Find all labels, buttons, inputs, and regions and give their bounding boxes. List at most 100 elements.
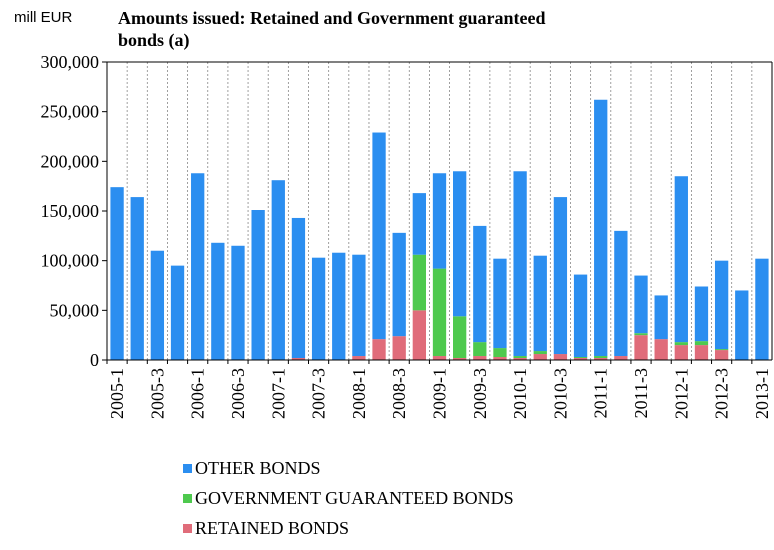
bar-segment: [654, 295, 668, 340]
bar-segment: [473, 342, 487, 357]
chart: 0 50,000 100,000 150,000 200,000 250,000 300,0…: [41, 52, 773, 419]
bar-segment: [714, 260, 729, 350]
bar-segment: [170, 265, 185, 360]
bar-segment: [614, 230, 628, 357]
bar-segment: [553, 354, 568, 360]
x-tick-label: 2006-1: [188, 368, 208, 419]
x-tick-label: 2009-1: [430, 368, 450, 419]
x-tick-label: 2011-1: [591, 368, 611, 418]
bar-segment: [412, 310, 426, 360]
bar-segment: [432, 173, 447, 269]
y-tick-label: 300,000: [41, 52, 100, 72]
bar-segment: [694, 345, 709, 360]
bar-segment: [714, 349, 729, 351]
bar-segment: [291, 358, 306, 360]
bar-segment: [594, 358, 608, 360]
bar-segment: [694, 286, 709, 342]
x-tick-label: 2013-1: [752, 368, 772, 419]
bar-segment: [694, 341, 709, 346]
bar-segment: [453, 171, 467, 317]
bar-segment: [473, 225, 487, 343]
bar-segment: [513, 356, 527, 359]
bar-segment: [573, 357, 588, 359]
bar-segment: [412, 254, 426, 311]
bar-segment: [211, 242, 225, 360]
legend-item: GOVERNMENT GUARANTEED BONDS: [183, 488, 514, 509]
bar-segment: [493, 258, 507, 349]
y-tick-label: 250,000: [41, 102, 100, 122]
bar-segment: [191, 173, 205, 360]
bar-segment: [432, 356, 447, 360]
bar-segment: [533, 351, 547, 355]
bar-segment: [453, 358, 467, 360]
chart-title: Amounts issued: Retained and Government …: [118, 8, 546, 50]
x-tick-label: 2006-3: [228, 368, 248, 419]
legend-swatch: [183, 464, 192, 473]
bar-segment: [573, 358, 588, 360]
x-tick-label: 2008-1: [349, 368, 369, 419]
bar-segment: [453, 316, 467, 359]
legend-item: RETAINED BONDS: [183, 518, 349, 539]
bar-segment: [634, 335, 648, 360]
bar-segment: [493, 348, 507, 358]
bar-segment: [634, 275, 648, 334]
bar-segment: [755, 258, 769, 360]
bar-segment: [130, 197, 144, 360]
bar-segment: [493, 357, 507, 360]
bar-segment: [533, 255, 547, 352]
y-tick-label: 200,000: [41, 151, 100, 171]
bar-segment: [674, 345, 688, 360]
bar-segment: [473, 356, 487, 360]
x-tick-label: 2012-3: [712, 368, 732, 419]
legend-label: GOVERNMENT GUARANTEED BONDS: [195, 488, 514, 508]
x-tick-label: 2008-3: [389, 368, 409, 419]
bar-segment: [110, 187, 124, 360]
bar-segment: [392, 336, 406, 360]
bar-segment: [654, 339, 668, 360]
bar-segment: [714, 350, 729, 360]
bar-segment: [573, 274, 588, 358]
bar-segment: [735, 290, 749, 360]
bar-segment: [291, 217, 306, 359]
y-tick-label: 50,000: [50, 300, 100, 320]
bar-segment: [594, 99, 608, 357]
y-tick-label: 150,000: [41, 201, 100, 221]
bar-segment: [150, 250, 165, 360]
bar-segment: [614, 356, 628, 360]
x-tick-label: 2007-1: [268, 368, 288, 419]
x-tick-label: 2005-3: [147, 368, 167, 419]
x-tick-label: 2005-1: [107, 368, 127, 419]
y-tick-label: 100,000: [41, 251, 100, 271]
bar-segment: [674, 342, 688, 346]
bar-segment: [311, 257, 326, 360]
bar-segment: [332, 252, 346, 360]
unit-label: mill EUR: [14, 9, 73, 26]
bar-segment: [594, 356, 608, 359]
bar-segment: [231, 245, 245, 360]
bar-segment: [251, 210, 265, 360]
bar-segment: [432, 268, 447, 357]
x-tick-label: 2007-3: [309, 368, 329, 419]
x-tick-label: 2012-1: [671, 368, 691, 419]
bar-segment: [634, 333, 648, 336]
bar-segment: [533, 354, 547, 360]
legend-label: RETAINED BONDS: [195, 518, 350, 538]
legend-swatch: [183, 524, 192, 533]
legend-label: OTHER BONDS: [195, 458, 321, 478]
x-tick-label: 2009-3: [470, 368, 490, 419]
bar-segment: [412, 193, 426, 255]
bar-segment: [513, 358, 527, 360]
x-tick-label: 2011-3: [631, 368, 651, 418]
x-tick-label: 2010-3: [550, 368, 570, 419]
bar-segment: [392, 232, 406, 337]
bar-segment: [352, 254, 366, 357]
bar-segment: [372, 339, 386, 360]
bar-segment: [372, 132, 386, 340]
x-tick-label: 2010-1: [510, 368, 530, 419]
legend-swatch: [183, 494, 192, 503]
legend-item: OTHER BONDS: [183, 458, 321, 479]
bar-segment: [674, 176, 688, 343]
bar-segment: [553, 197, 568, 355]
bar-segment: [513, 171, 527, 357]
